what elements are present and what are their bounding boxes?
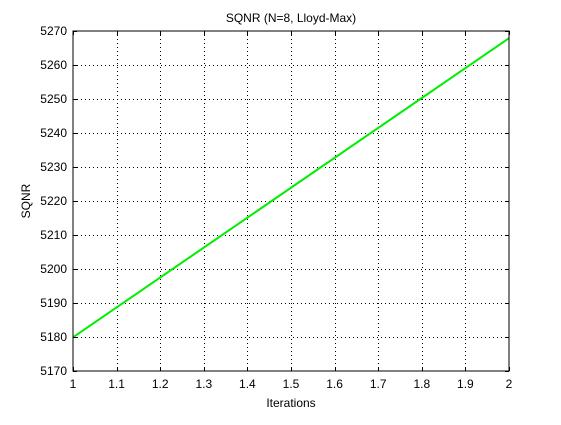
y-tick-label: 5240	[40, 126, 67, 140]
x-tick-label: 1.9	[457, 377, 474, 391]
y-tick-label: 5250	[40, 92, 67, 106]
series-layer	[72, 37, 510, 339]
y-tick-label: 5230	[40, 160, 67, 174]
y-tick-label: 5260	[40, 58, 67, 72]
y-tick-label: 5200	[40, 262, 67, 276]
x-tick-label: 1.7	[370, 377, 387, 391]
x-tick-label: 1.6	[326, 377, 343, 391]
grid-layer	[73, 31, 509, 371]
x-tick-label: 2	[506, 377, 513, 391]
x-tick-label: 1.5	[283, 377, 300, 391]
y-tick-label: 5270	[40, 24, 67, 38]
x-tick-label: 1	[70, 377, 77, 391]
y-tick-label: 5180	[40, 330, 67, 344]
x-axis-title: Iterations	[266, 396, 315, 410]
x-tick-label: 1.8	[413, 377, 430, 391]
x-tick-label: 1.2	[152, 377, 169, 391]
y-tick-label: 5170	[40, 364, 67, 378]
chart-title: SQNR (N=8, Lloyd-Max)	[226, 11, 356, 25]
y-axis-title: SQNR	[19, 183, 33, 218]
y-tick-label: 5220	[40, 194, 67, 208]
series-line	[72, 37, 510, 339]
x-tick-label: 1.3	[195, 377, 212, 391]
y-tick-label: 5190	[40, 296, 67, 310]
tick-layer: 1 1.1 1.2 1.3 1.4 1.5 1.6 1.7 1.8 1.9 2 5170 5180 519…	[40, 24, 512, 391]
y-tick-label: 5210	[40, 228, 67, 242]
x-tick-label: 1.1	[108, 377, 125, 391]
x-tick-label: 1.4	[239, 377, 256, 391]
